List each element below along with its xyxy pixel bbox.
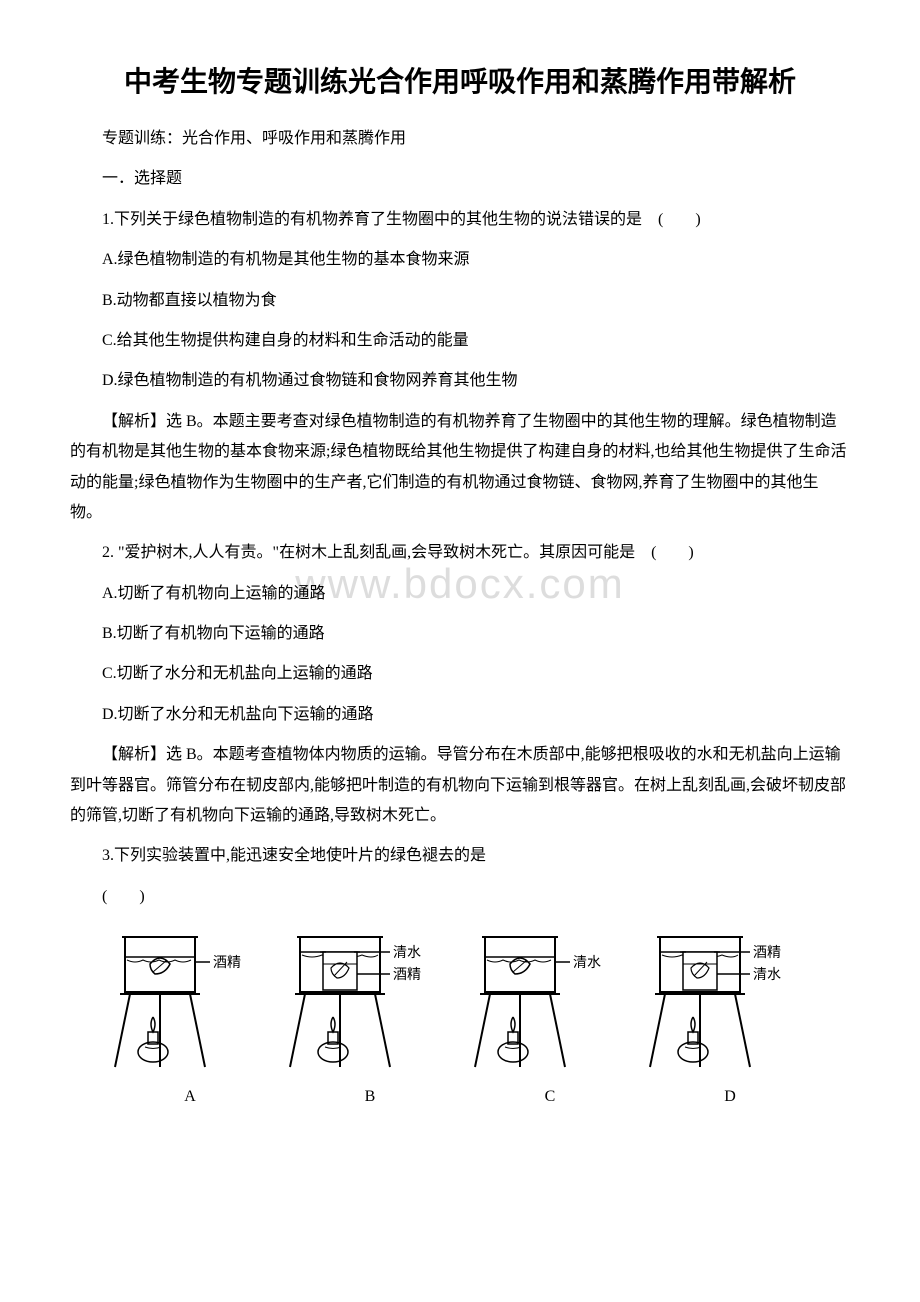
- apparatus-a-icon: 酒精: [105, 932, 275, 1082]
- q2-option-c: C.切断了水分和无机盐向上运输的通路: [70, 659, 850, 689]
- figure-label-c: C: [545, 1088, 556, 1106]
- subtitle: 专题训练：光合作用、呼吸作用和蒸腾作用: [70, 124, 850, 154]
- figure-option-d: 酒精 清水 D: [645, 932, 815, 1106]
- q3-stem: 3.下列实验装置中,能迅速安全地使叶片的绿色褪去的是: [70, 841, 850, 871]
- q3-blank: ( ): [70, 882, 850, 912]
- label-d-1: 酒精: [753, 945, 781, 961]
- q2-option-d: D.切断了水分和无机盐向下运输的通路: [70, 700, 850, 730]
- figure-label-a: A: [184, 1088, 196, 1106]
- label-b-2: 酒精: [393, 967, 421, 983]
- q2-explanation: 【解析】选 B。本题考查植物体内物质的运输。导管分布在木质部中,能够把根吸收的水…: [70, 740, 850, 831]
- q2-stem: 2. "爱护树木,人人有责。"在树木上乱刻乱画,会导致树木死亡。其原因可能是 (…: [70, 538, 850, 568]
- q1-option-b: B.动物都直接以植物为食: [70, 286, 850, 316]
- label-d-2: 清水: [753, 967, 781, 983]
- apparatus-c-icon: 清水: [465, 932, 635, 1082]
- q1-stem: 1.下列关于绿色植物制造的有机物养育了生物圈中的其他生物的说法错误的是 ( ): [70, 205, 850, 235]
- figure-option-c: 清水 C: [465, 932, 635, 1106]
- figure-label-d: D: [724, 1088, 736, 1106]
- apparatus-d-icon: 酒精 清水: [645, 932, 815, 1082]
- q1-explanation: 【解析】选 B。本题主要考查对绿色植物制造的有机物养育了生物圈中的其他生物的理解…: [70, 407, 850, 529]
- figure-row: 酒精 A: [70, 932, 850, 1106]
- section-heading: 一．选择题: [70, 164, 850, 194]
- q1-option-a: A.绿色植物制造的有机物是其他生物的基本食物来源: [70, 245, 850, 275]
- q2-option-b: B.切断了有机物向下运输的通路: [70, 619, 850, 649]
- figure-label-b: B: [365, 1088, 376, 1106]
- apparatus-b-icon: 清水 酒精: [285, 932, 455, 1082]
- label-c-1: 清水: [573, 955, 601, 971]
- q1-option-d: D.绿色植物制造的有机物通过食物链和食物网养育其他生物: [70, 366, 850, 396]
- figure-option-b: 清水 酒精 B: [285, 932, 455, 1106]
- q1-option-c: C.给其他生物提供构建自身的材料和生命活动的能量: [70, 326, 850, 356]
- label-b-1: 清水: [393, 945, 421, 961]
- figure-option-a: 酒精 A: [105, 932, 275, 1106]
- label-a-1: 酒精: [213, 955, 241, 971]
- page-title: 中考生物专题训练光合作用呼吸作用和蒸腾作用带解析: [70, 60, 850, 100]
- q2-option-a: A.切断了有机物向上运输的通路: [70, 579, 850, 609]
